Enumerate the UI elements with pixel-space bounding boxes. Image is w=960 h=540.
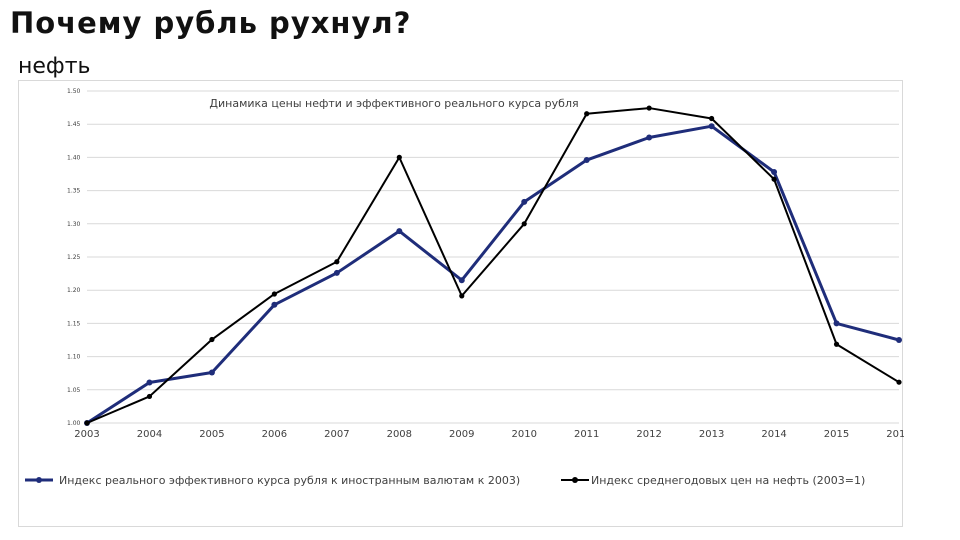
x-tick-label: 2014 — [761, 429, 786, 440]
series-1-point — [458, 277, 465, 284]
x-tick-label: 2006 — [262, 429, 287, 440]
series-2-point — [646, 105, 652, 111]
slide-title: Почему рубль рухнул? — [10, 6, 412, 40]
legend: Индекс реального эффективного курса рубл… — [25, 474, 865, 487]
series-2-point — [709, 115, 715, 122]
x-axis-ticks: 2003 2004 2005 2006 2007 2008 2009 2010 2011 2012… — [74, 429, 904, 440]
series-layer — [84, 105, 902, 426]
left-axis-ticks: 1.00 1.05 1.10 1.15 1.20 1.25 1.30 1.35 1.40 1.45… — [67, 88, 81, 427]
series-1-point — [583, 157, 590, 164]
line-chart: 1.00 1.05 1.10 1.15 1.20 1.25 1.30 1.35 1.40 1.45… — [25, 88, 904, 487]
left-tick-label: 1.25 — [67, 254, 81, 261]
x-tick-label: 2012 — [636, 429, 661, 440]
grid-lines — [87, 90, 899, 424]
series-2-point — [209, 336, 215, 343]
series-1-point — [771, 169, 778, 176]
x-tick-label: 2008 — [387, 429, 412, 440]
chart-title: Динамика цены нефти и эффективного реаль… — [209, 97, 578, 110]
legend-swatch-marker — [36, 477, 42, 483]
slide-subtitle: нефть — [18, 54, 91, 79]
x-tick-label: 2009 — [449, 429, 474, 440]
left-tick-label: 1.05 — [67, 387, 81, 394]
x-tick-label: 2016 — [886, 429, 904, 440]
x-tick-label: 2003 — [74, 429, 99, 440]
x-tick-label: 2010 — [512, 429, 537, 440]
series-1-point — [521, 198, 528, 205]
chart-frame: 1.00 1.05 1.10 1.15 1.20 1.25 1.30 1.35 1.40 1.45… — [18, 80, 904, 527]
series-2-point — [459, 293, 465, 299]
left-tick-label: 1.50 — [67, 88, 81, 95]
x-tick-label: 2005 — [199, 429, 224, 440]
x-tick-label: 2013 — [699, 429, 724, 440]
series-2-point — [771, 176, 777, 182]
series-1-point — [208, 369, 215, 376]
left-tick-label: 1.15 — [67, 320, 81, 327]
x-tick-label: 2007 — [324, 429, 349, 440]
left-tick-label: 1.45 — [67, 121, 81, 128]
left-tick-label: 1.10 — [67, 354, 81, 361]
series-1-point — [896, 337, 902, 343]
series-1-point — [646, 134, 653, 141]
series-2-point — [146, 393, 153, 400]
left-tick-label: 1.20 — [67, 287, 81, 294]
left-tick-label: 1.40 — [67, 154, 81, 161]
series-1-point — [833, 320, 840, 327]
legend-swatch-marker — [572, 477, 578, 483]
series-line-1 — [86, 124, 900, 425]
series-2-point — [833, 341, 840, 347]
series-2-point — [396, 154, 402, 160]
series-1-point — [396, 228, 403, 235]
x-tick-label: 2004 — [137, 429, 162, 440]
series-1-point — [708, 123, 715, 130]
legend-label: Индекс реального эффективного курса рубл… — [59, 474, 520, 487]
series-2-point — [271, 291, 277, 297]
series-2-point — [521, 221, 527, 227]
left-tick-label: 1.30 — [67, 221, 81, 228]
series-1-point — [333, 269, 340, 276]
x-tick-label: 2011 — [574, 429, 599, 440]
series-1-point — [271, 301, 278, 308]
x-tick-label: 2015 — [824, 429, 849, 440]
series-2-point — [896, 379, 902, 385]
left-tick-label: 1.00 — [67, 420, 81, 427]
legend-label: Индекс среднегодовых цен на нефть (2003=… — [591, 474, 865, 487]
left-tick-label: 1.35 — [67, 188, 81, 195]
series-2-point — [334, 259, 340, 265]
series-2-point — [84, 420, 90, 426]
series-1-point — [146, 379, 153, 386]
series-2-point — [584, 111, 590, 117]
series-line-2 — [86, 107, 900, 424]
